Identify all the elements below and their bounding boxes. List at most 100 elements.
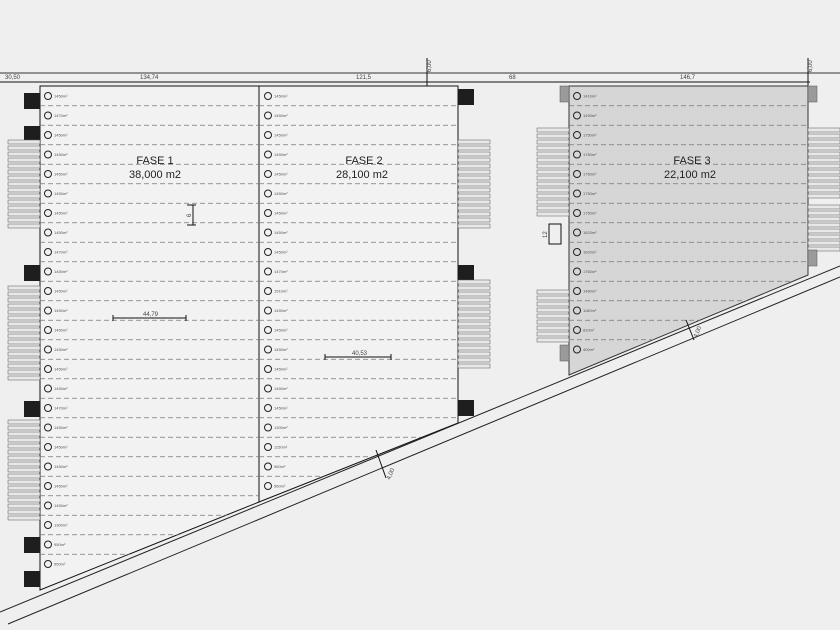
warehouse-unit[interactable]: 1760m² bbox=[569, 267, 794, 282]
unit-area-label: 1450m² bbox=[274, 94, 288, 99]
loading-dock bbox=[807, 181, 840, 187]
loading-dock bbox=[807, 249, 818, 267]
unit-number-icon bbox=[573, 131, 581, 139]
unit-area-label: 1150m² bbox=[274, 445, 288, 450]
unit-area-label: 1750m² bbox=[583, 191, 597, 196]
warehouse-unit[interactable]: 1470m² bbox=[259, 267, 458, 282]
stair-core-icon bbox=[458, 89, 474, 105]
warehouse-unit[interactable]: 1450m² bbox=[40, 482, 259, 497]
warehouse-unit[interactable]: 960m² bbox=[259, 462, 324, 477]
warehouse-unit[interactable]: 1450m² bbox=[40, 326, 259, 341]
warehouse-unit[interactable]: 810m² bbox=[569, 326, 654, 341]
unit-number-icon bbox=[264, 306, 272, 315]
warehouse-unit[interactable]: 1450m² bbox=[40, 443, 259, 458]
phase-2-building[interactable] bbox=[258, 85, 459, 503]
phase-3-building[interactable] bbox=[568, 85, 809, 376]
warehouse-unit[interactable]: 1450m² bbox=[40, 92, 259, 107]
warehouse-unit[interactable]: 400m² bbox=[573, 345, 596, 354]
warehouse-unit[interactable]: 1750m² bbox=[569, 131, 808, 146]
warehouse-unit[interactable]: 1450m² bbox=[40, 384, 259, 399]
unit-number-icon bbox=[573, 92, 581, 100]
unit-number-icon bbox=[264, 111, 272, 120]
warehouse-unit[interactable]: 550m² bbox=[44, 560, 67, 568]
warehouse-unit[interactable]: 1620m² bbox=[569, 228, 808, 243]
warehouse-unit[interactable]: 1490m² bbox=[569, 111, 808, 126]
dimension-label: 134,74 bbox=[140, 75, 159, 81]
warehouse-unit[interactable]: 1450m² bbox=[259, 248, 458, 263]
warehouse-unit[interactable]: 1620m² bbox=[569, 248, 808, 263]
warehouse-unit[interactable]: 1470m² bbox=[40, 248, 259, 263]
warehouse-unit[interactable]: 1470m² bbox=[40, 404, 259, 419]
loading-dock bbox=[7, 339, 41, 345]
warehouse-unit[interactable]: 1480m² bbox=[569, 287, 747, 302]
unit-area-label: 1450m² bbox=[54, 211, 68, 216]
warehouse-unit[interactable]: 1450m² bbox=[40, 287, 259, 302]
phase-3-title: FASE 3 bbox=[673, 155, 710, 167]
unit-number-icon bbox=[264, 462, 272, 471]
warehouse-unit[interactable]: 1450m² bbox=[40, 462, 259, 477]
warehouse-unit[interactable]: 1470m² bbox=[40, 111, 259, 126]
warehouse-unit[interactable]: 1450m² bbox=[40, 501, 227, 516]
loading-dock bbox=[536, 313, 570, 319]
loading-dock bbox=[457, 205, 491, 211]
warehouse-unit[interactable]: 1450m² bbox=[259, 326, 458, 341]
warehouse-unit[interactable]: 1450m² bbox=[259, 150, 458, 165]
unit-number-icon bbox=[264, 248, 272, 256]
warehouse-unit[interactable]: 1450m² bbox=[259, 306, 458, 321]
warehouse-unit[interactable]: 1450m² bbox=[259, 228, 458, 243]
loading-dock bbox=[457, 339, 491, 345]
unit-number-icon bbox=[44, 423, 52, 432]
warehouse-unit[interactable]: 1450m² bbox=[40, 306, 259, 321]
dimension-phase2-width: 40,53 bbox=[324, 351, 392, 360]
warehouse-unit[interactable]: 1450m² bbox=[40, 209, 259, 224]
warehouse-unit[interactable]: 1750m² bbox=[569, 150, 808, 165]
warehouse-unit[interactable]: 1450m² bbox=[40, 189, 259, 204]
warehouse-unit[interactable]: 1300m² bbox=[40, 521, 179, 536]
loading-dock bbox=[807, 204, 840, 210]
warehouse-unit[interactable]: 1450m² bbox=[40, 131, 259, 146]
warehouse-unit[interactable]: 1450m² bbox=[259, 189, 458, 204]
warehouse-unit[interactable]: 1300m² bbox=[259, 423, 421, 438]
unit-area-label: 810m² bbox=[583, 328, 595, 333]
loading-dock bbox=[7, 145, 41, 151]
loading-dock bbox=[457, 333, 491, 339]
warehouse-unit[interactable]: 1410m² bbox=[569, 92, 808, 107]
warehouse-unit[interactable]: 1450m² bbox=[40, 365, 259, 380]
unit-number-icon bbox=[264, 326, 272, 334]
unit-area-label: 1470m² bbox=[54, 113, 68, 118]
warehouse-unit[interactable]: 1450m² bbox=[259, 404, 458, 419]
warehouse-unit[interactable]: 1450m² bbox=[40, 228, 259, 243]
unit-area-label: 1450m² bbox=[274, 133, 288, 138]
warehouse-unit[interactable]: 1450m² bbox=[259, 209, 458, 224]
warehouse-unit[interactable]: 1450m² bbox=[259, 170, 458, 185]
warehouse-unit[interactable]: 1150m² bbox=[259, 443, 373, 458]
loading-dock bbox=[536, 205, 570, 211]
warehouse-unit[interactable]: 1450m² bbox=[40, 423, 259, 438]
unit-area-label: 1450m² bbox=[274, 230, 288, 235]
loading-dock bbox=[7, 515, 41, 521]
unit-number-icon bbox=[573, 248, 581, 256]
warehouse-unit[interactable]: 950m² bbox=[40, 540, 130, 555]
loading-dock bbox=[7, 357, 41, 363]
loading-dock bbox=[7, 443, 41, 449]
warehouse-unit[interactable]: 1450m² bbox=[259, 365, 458, 380]
unit-number-icon bbox=[573, 189, 581, 198]
warehouse-unit[interactable]: 1750m² bbox=[569, 189, 808, 204]
unit-area-label: 1450m² bbox=[54, 94, 68, 99]
loading-dock bbox=[536, 181, 570, 187]
warehouse-unit[interactable]: 1750m² bbox=[569, 209, 808, 224]
warehouse-unit[interactable]: 1450m² bbox=[40, 170, 259, 185]
warehouse-unit[interactable]: 1750m² bbox=[569, 170, 808, 185]
warehouse-unit[interactable]: 1180m² bbox=[569, 306, 700, 321]
warehouse-unit[interactable]: 1450m² bbox=[40, 150, 259, 165]
warehouse-unit[interactable]: 1450m² bbox=[40, 345, 259, 360]
warehouse-unit[interactable]: 1450m² bbox=[259, 111, 458, 126]
warehouse-unit[interactable]: 560m² bbox=[264, 482, 287, 490]
warehouse-unit[interactable]: 1450m² bbox=[259, 384, 458, 399]
warehouse-unit[interactable]: 1450m² bbox=[40, 267, 259, 282]
warehouse-unit[interactable]: 1450m² bbox=[259, 131, 458, 146]
warehouse-unit[interactable]: 1450m² bbox=[259, 345, 458, 360]
warehouse-unit[interactable]: 1450m² bbox=[259, 92, 458, 107]
warehouse-unit[interactable]: 1510m² bbox=[259, 287, 458, 302]
unit-number-icon bbox=[44, 326, 52, 334]
